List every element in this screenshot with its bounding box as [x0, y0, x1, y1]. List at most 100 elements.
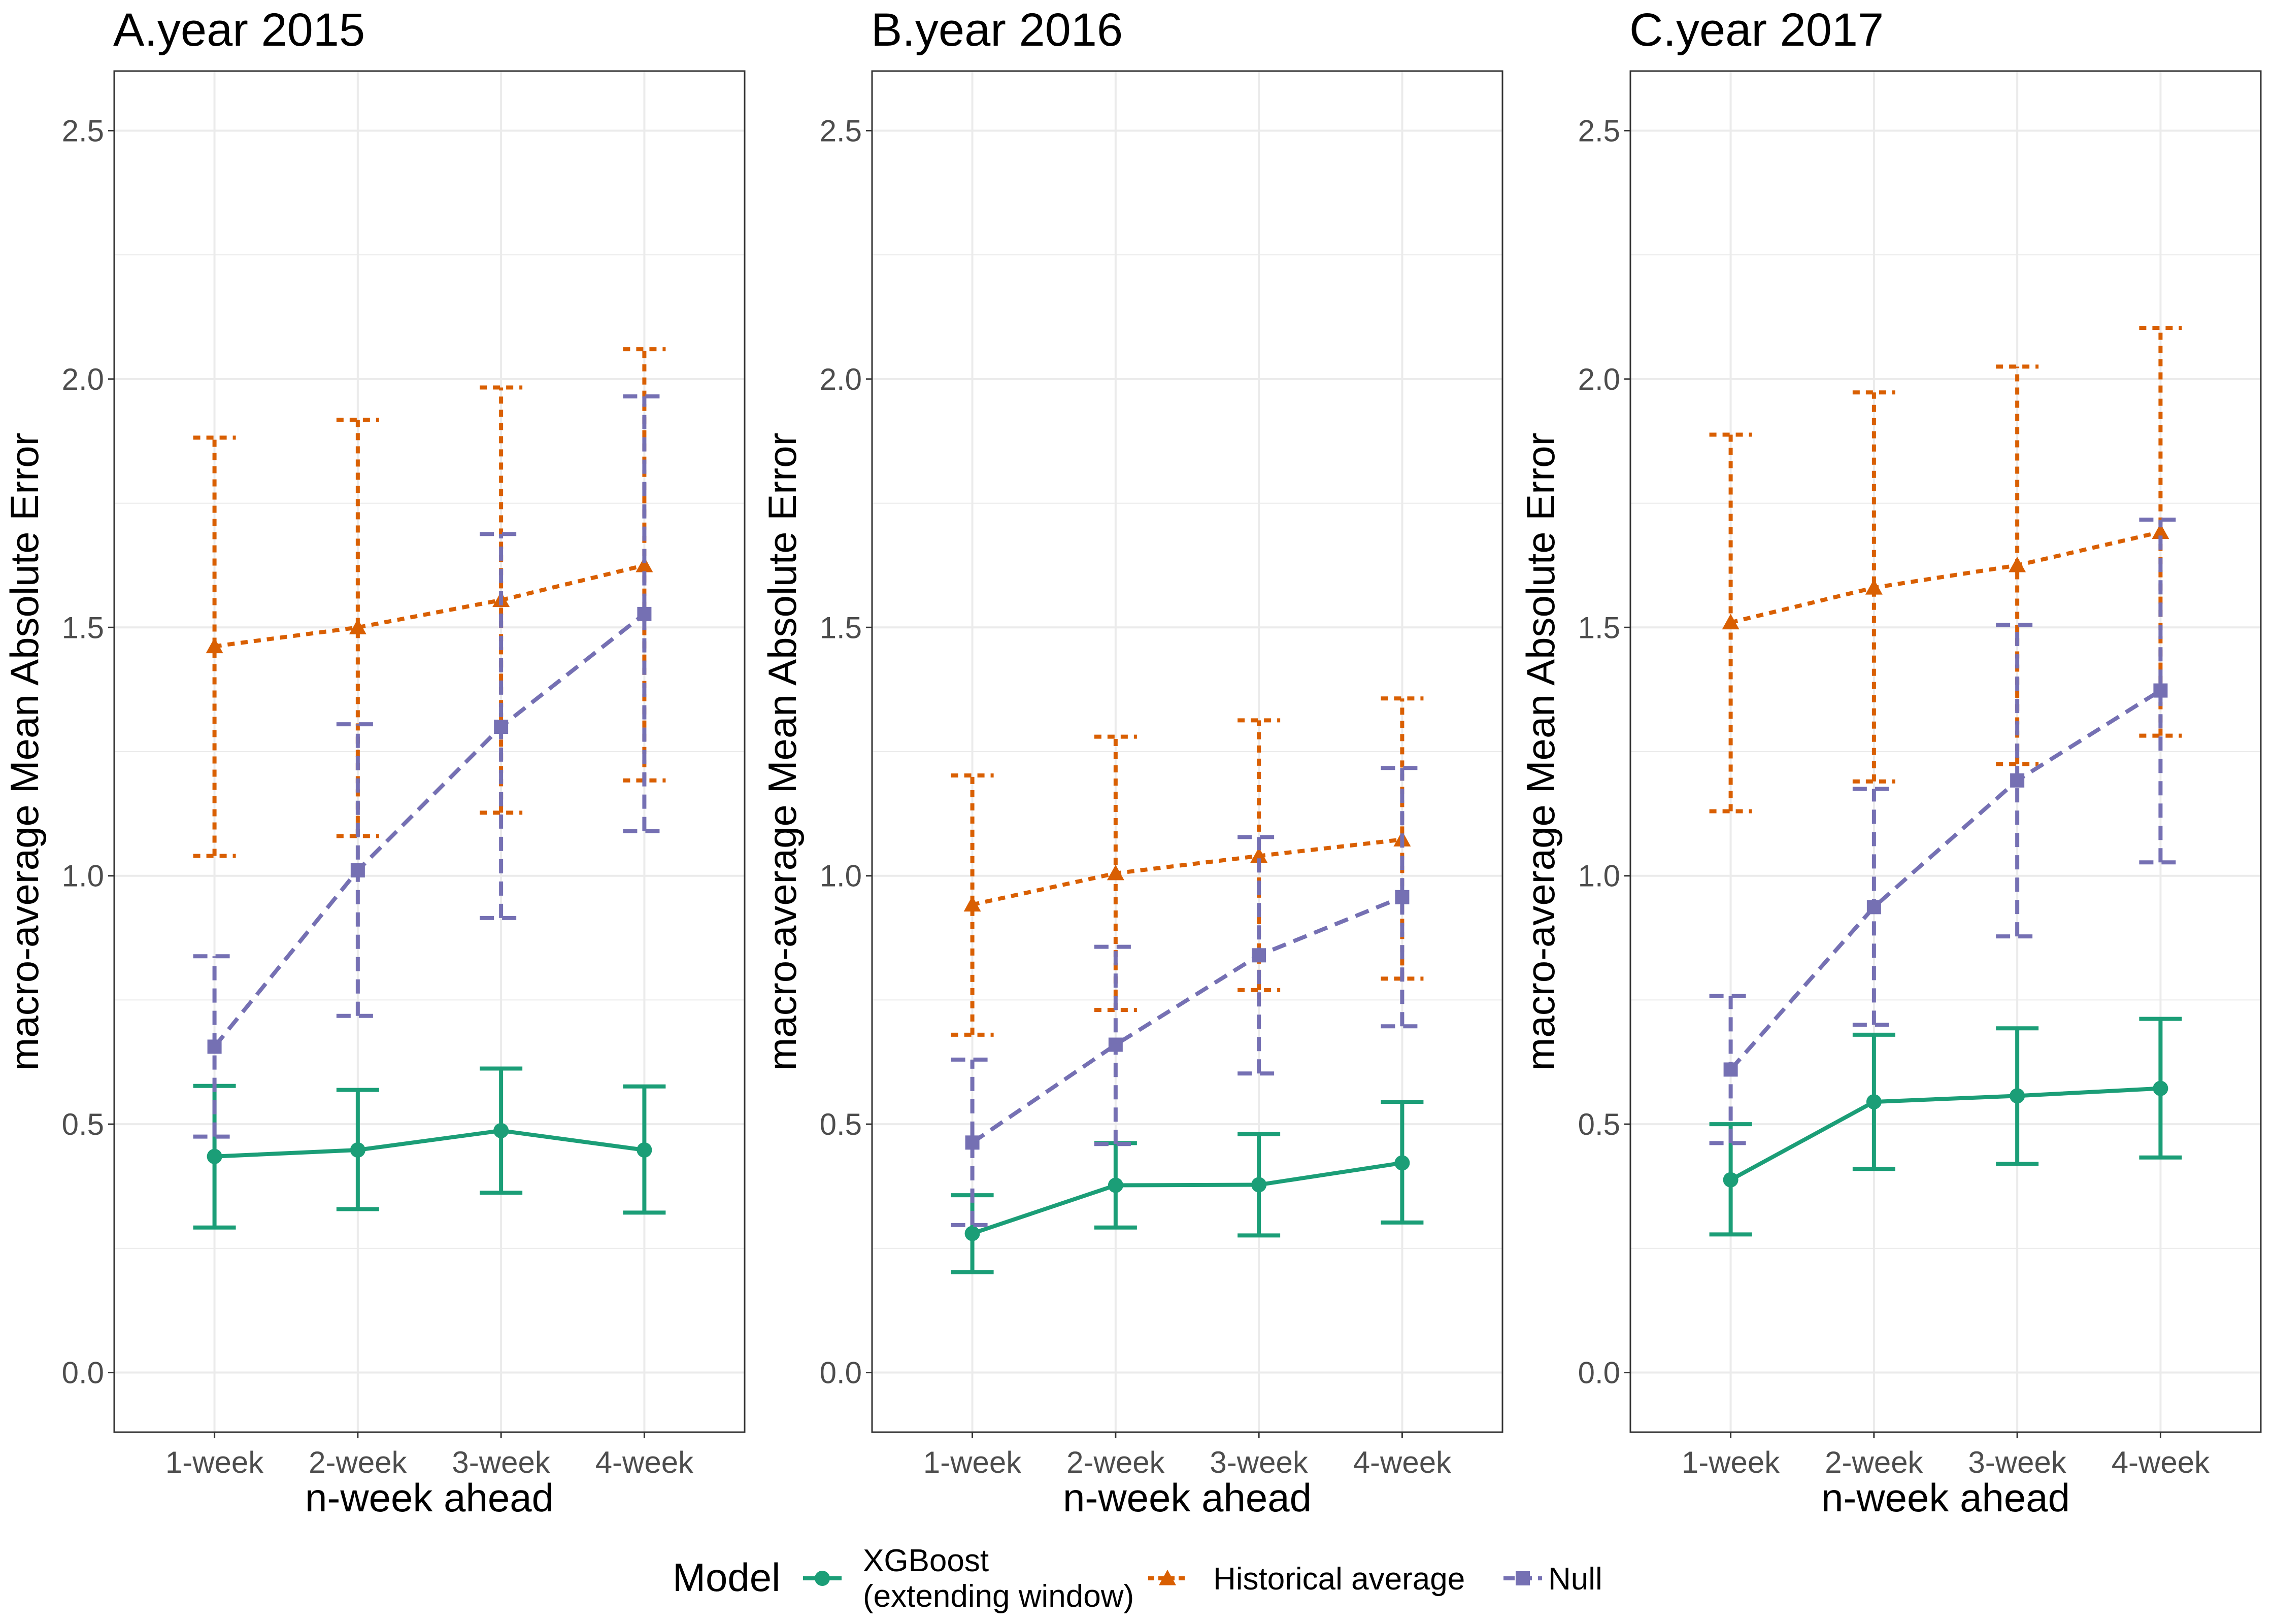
panel-title: A.year 2015: [113, 4, 365, 56]
y-axis-title: macro-average Mean Absolute Error: [760, 432, 805, 1070]
data-point: [964, 1226, 980, 1241]
series-line: [214, 1128, 645, 1159]
panel-3: C.year 2017 0.0 0.5 1.0 1.5 2.0 2.5 1-week 2-wee…: [1518, 4, 2262, 1520]
data-point: [350, 863, 365, 877]
data-point: [1866, 1094, 1882, 1110]
y-tick-label: 0.0: [1578, 1356, 1620, 1390]
x-tick-label: 2-week: [309, 1445, 407, 1479]
y-tick-label: 2.0: [820, 362, 862, 396]
legend-title: Model: [673, 1555, 780, 1600]
data-point: [206, 637, 223, 654]
panel-border: [113, 70, 746, 1433]
y-tick-label: 2.0: [1578, 362, 1620, 396]
x-tick-label: 4-week: [2112, 1445, 2210, 1479]
legend-label-line: Historical average: [1213, 1562, 1465, 1597]
panel-border: [871, 70, 1503, 1433]
y-tick-label: 2.5: [820, 114, 862, 148]
y-tick-label: 0.5: [820, 1107, 862, 1141]
series-line: [972, 1161, 1403, 1236]
data-point: [1394, 1155, 1410, 1171]
data-point: [637, 1142, 652, 1158]
y-tick-label: 0.0: [820, 1356, 862, 1390]
y-tick-label: 0.5: [62, 1107, 104, 1141]
series-null: [1709, 517, 2182, 1145]
x-axis-title: n-week ahead: [1063, 1475, 1312, 1520]
legend-label-line: XGBoost: [863, 1543, 989, 1578]
panel-title: B.year 2016: [871, 4, 1123, 56]
data-point: [1250, 847, 1268, 863]
x-tick-label: 1-week: [165, 1445, 264, 1479]
x-tick-label: 2-week: [1825, 1445, 1923, 1479]
y-tick-label: 1.0: [1578, 859, 1620, 893]
y-tick-label: 1.5: [62, 611, 104, 645]
data-point: [2010, 773, 2025, 788]
x-tick-label: 1-week: [1682, 1445, 1780, 1479]
series-line: [971, 895, 1403, 1144]
x-tick-label: 4-week: [1353, 1445, 1452, 1479]
x-tick-label: 3-week: [452, 1445, 550, 1479]
data-point: [207, 1148, 222, 1164]
legend-label: Historical average: [1213, 1562, 1465, 1597]
series-xgboost: [1709, 1017, 2182, 1237]
series-xgboost: [193, 1066, 666, 1230]
x-tick-label: 3-week: [1210, 1445, 1308, 1479]
data-point: [350, 1142, 365, 1158]
data-point: [1865, 579, 1883, 595]
series-xgboost: [951, 1100, 1424, 1274]
legend-label: XGBoost (extending window): [863, 1543, 1134, 1614]
series-null: [193, 394, 666, 1139]
x-axis-title: n-week ahead: [1821, 1475, 2070, 1520]
y-tick-label: 1.0: [820, 859, 862, 893]
legend-label-line: (extending window): [863, 1579, 1134, 1614]
data-point: [1252, 948, 1266, 963]
panel-border: [1629, 70, 2262, 1433]
x-axis-title: n-week ahead: [305, 1475, 554, 1520]
y-tick-label: 1.5: [1578, 611, 1620, 645]
series-line: [214, 563, 645, 649]
y-tick-label: 2.5: [1578, 114, 1620, 148]
legend-key-xgboost: [803, 1571, 842, 1586]
panel-2: B.year 2016 0.0 0.5 1.0 1.5 2.0 2.5 1-week 2-wee…: [760, 4, 1503, 1520]
series-line: [1729, 689, 2162, 1071]
x-tick-label: 1-week: [923, 1445, 1022, 1479]
series-line: [972, 837, 1402, 907]
data-point: [2153, 1080, 2168, 1096]
data-point: [2010, 1088, 2025, 1104]
legend-key-null: [1503, 1571, 1542, 1585]
y-tick-label: 0.5: [1578, 1107, 1620, 1141]
data-point: [1108, 1177, 1123, 1193]
data-point: [494, 720, 509, 734]
panel-1: A.year 2015 0.0 0.5 1.0 1.5 2.0 2.5 1-week 2-wee…: [2, 4, 746, 1520]
data-point: [637, 606, 652, 621]
panel-title: C.year 2017: [1629, 4, 1884, 56]
data-point: [636, 556, 653, 572]
legend-key-marker: [1159, 1570, 1176, 1585]
series-historical-average: [951, 696, 1424, 1037]
series-historical-average: [1709, 326, 2182, 814]
data-point: [1108, 1037, 1123, 1052]
data-point: [1723, 1062, 1738, 1077]
y-tick-label: 2.0: [62, 362, 104, 396]
legend-label: Null: [1548, 1562, 1602, 1597]
y-tick-label: 1.5: [820, 611, 862, 645]
legend-key-marker: [815, 1571, 830, 1586]
series-line: [213, 612, 646, 1048]
legend-label-line: Null: [1548, 1562, 1602, 1597]
data-point: [2153, 683, 2168, 698]
data-point: [2152, 523, 2169, 539]
data-point: [963, 896, 981, 912]
data-point: [1395, 890, 1410, 904]
y-axis-title: macro-average Mean Absolute Error: [1518, 432, 1563, 1070]
y-tick-label: 1.0: [62, 859, 104, 893]
data-point: [1107, 864, 1124, 881]
data-point: [1722, 614, 1740, 630]
series-null: [951, 766, 1424, 1227]
series-line: [1729, 1086, 2161, 1182]
y-axis-title: macro-average Mean Absolute Error: [2, 432, 47, 1070]
legend-key-historical-average: [1148, 1570, 1187, 1585]
y-tick-label: 2.5: [62, 114, 104, 148]
x-tick-label: 2-week: [1066, 1445, 1165, 1479]
data-point: [493, 1123, 509, 1138]
x-tick-label: 4-week: [595, 1445, 694, 1479]
